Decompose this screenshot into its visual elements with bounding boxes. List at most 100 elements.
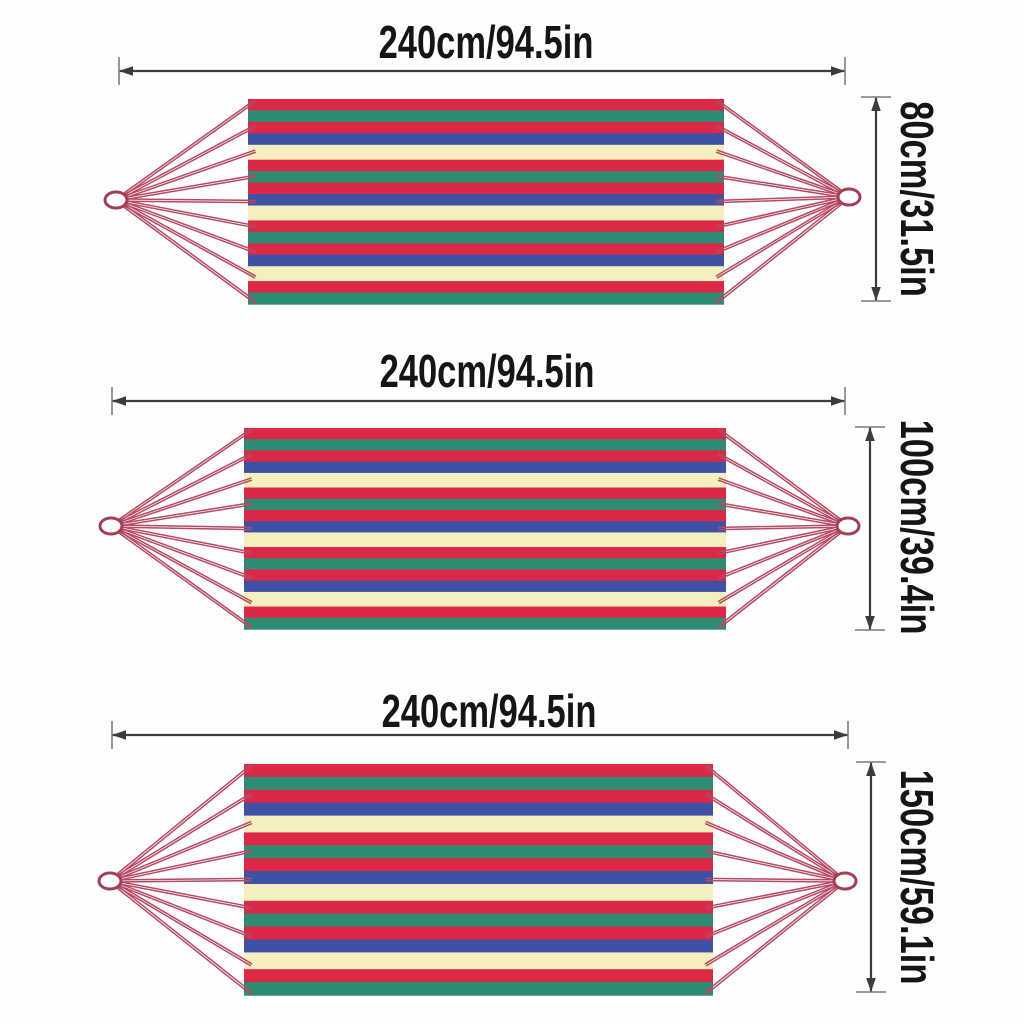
arrowhead-left-icon [119,66,133,76]
hammock-rope [705,879,846,908]
fabric-stripe-green [248,231,724,244]
hammock-rope [716,149,851,197]
hammock-rope [110,524,253,627]
hammock-rope [115,176,256,202]
fabric-stripe-green [244,776,713,791]
hammock-rope [718,526,850,605]
hammock-rope [115,198,257,302]
hammock-rope [718,428,850,526]
width-dimension-label-3: 240cm/94.5in [381,685,597,737]
hammock-rope [115,198,257,277]
fabric-stripe-blue [244,521,726,534]
hammock-rope [718,504,849,528]
hammock-rope [110,524,252,529]
fabric-stripe-red [248,281,724,294]
hammock-rope [704,794,846,883]
fabric-stripe-red [248,243,724,256]
hammock-rope [109,794,253,883]
fabric-stripe-cream [244,532,726,548]
hammock-rope [108,792,252,881]
hammock-rope [109,823,253,883]
hammock-rope [114,99,256,200]
fabric-stripe-red [248,220,724,233]
hammock-rope [705,881,847,967]
fabric-stripe-red [244,900,713,915]
hammock-rope [717,524,849,603]
hammock-rope [108,881,252,939]
hammock-rope [115,126,257,202]
fabric-stripe-red [244,487,726,500]
hammock-rope [718,477,850,526]
hammock-rope [704,879,846,993]
hammock-ring [832,871,858,891]
arrowhead-down-icon [871,287,881,301]
hammock-rope [110,479,253,528]
fabric-stripe-green [244,845,713,859]
fabric-stripe-red [248,159,724,172]
hammock-rope [716,174,850,197]
width-dimension-label-1: 240cm/94.5in [378,16,594,68]
hammock-rope [115,101,257,202]
hammock-rope [716,197,851,304]
hammock-rope [705,881,846,910]
hammock-rope [718,526,850,580]
hammock-ring [835,516,861,536]
hammock-rope [716,176,850,199]
hammock-rope [704,879,846,936]
hammock-rope [110,526,252,531]
fabric-stripe-red [244,969,713,983]
hammock-rope [108,764,252,881]
fabric-stripe-green [244,558,726,571]
hammock-rope [716,197,851,254]
fabric-stripe-red [244,764,713,778]
fabric-stripe-blue [244,580,726,593]
hammock-rope [114,200,256,279]
hammock-rope [109,879,253,936]
hammock-graphic-2 [98,387,885,631]
fabric-stripe-blue [244,871,713,885]
hammock-rope [110,504,252,528]
hammock-rope [705,879,846,883]
fabric-stripe-cream [244,884,713,902]
hammock-rope [109,526,252,605]
fabric-stripe-blue [248,194,724,207]
hammock-rope [109,526,252,580]
hammock-rope [110,524,253,578]
hammock-rope [108,881,252,967]
hammock-rope [715,151,850,199]
hammock-rope [705,764,847,881]
fabric-stripe-green [244,439,726,452]
hammock-rope [110,524,252,553]
hammock-rope [715,195,850,252]
arrowhead-up-icon [865,427,875,441]
fabric-stripe-red [248,121,724,135]
hammock-rope [109,879,252,908]
hammock-rope [110,454,253,528]
hammock-rope [704,823,846,883]
hammock-rope [109,879,253,993]
hammock-rope [109,881,252,910]
hammock-rope [705,851,846,883]
hammock-rope [718,452,850,526]
hammock-rope [108,881,252,995]
hammock-rope [715,195,850,302]
fabric-stripe-blue [248,133,724,146]
hammock-rope [718,526,849,555]
hammock-rope [115,200,256,229]
fabric-stripe-cream [244,472,726,489]
hammock-rope [109,849,252,881]
arrowhead-left-icon [112,396,126,406]
fabric-stripe-red [244,858,713,872]
fabric-stripe-red [248,99,724,112]
hammock-rope [115,200,256,204]
height-dimension-label-1: 80cm/31.5in [891,101,943,297]
fabric-stripe-red [244,789,713,804]
fabric-stripe-red [248,182,724,195]
hammock-rope [109,477,252,526]
fabric-stripe-red [244,606,726,619]
hammock-rope [705,849,846,881]
hammock-rope [715,195,850,277]
fabric-stripe-blue [248,254,724,267]
